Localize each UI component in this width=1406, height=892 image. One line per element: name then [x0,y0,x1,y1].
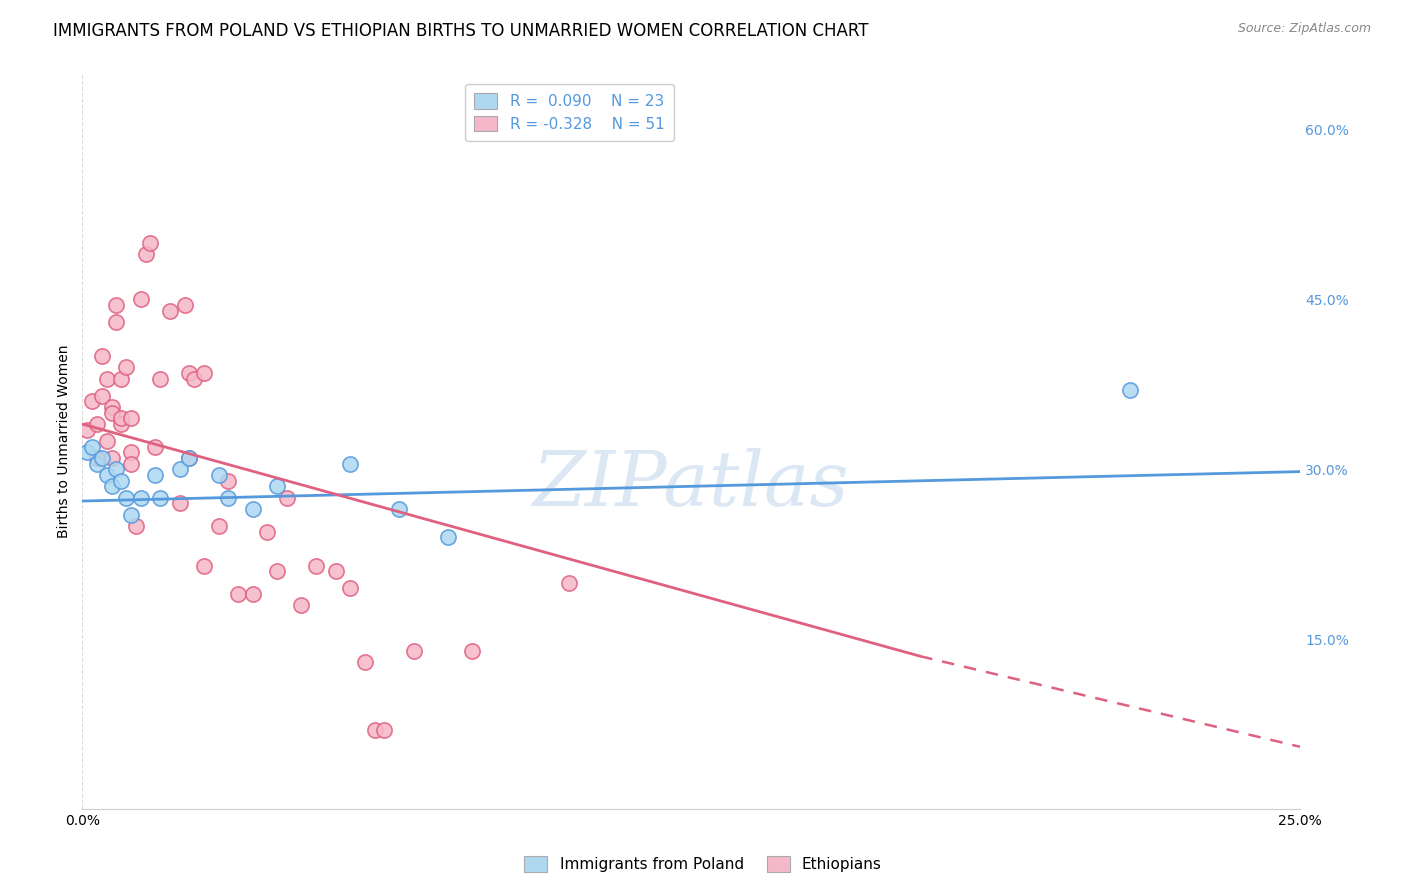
Point [558,575,581,590]
Point [169,496,191,510]
Point [96,468,118,483]
Legend: R =  0.090    N = 23, R = -0.328    N = 51: R = 0.090 N = 23, R = -0.328 N = 51 [465,85,673,141]
Point [120,445,142,459]
Point [100,479,122,493]
Point [305,558,328,573]
Point [373,723,395,737]
Point [290,599,312,613]
Point [120,411,142,425]
Point [105,462,128,476]
Point [226,587,249,601]
Point [256,524,278,539]
Point [169,462,191,476]
Text: Source: ZipAtlas.com: Source: ZipAtlas.com [1237,22,1371,36]
Point [179,450,201,465]
Point [363,723,385,737]
Text: ZIPatlas: ZIPatlas [533,448,849,522]
Point [193,366,215,380]
Point [173,298,195,312]
Point [436,530,458,544]
Point [242,587,264,601]
Point [135,247,157,261]
Point [76,423,98,437]
Point [149,491,172,505]
Point [208,468,231,483]
Point [325,564,347,578]
Point [129,491,152,505]
Point [120,508,142,522]
Point [100,450,122,465]
Point [105,298,128,312]
Legend: Immigrants from Poland, Ethiopians: Immigrants from Poland, Ethiopians [517,848,889,880]
Point [208,519,231,533]
Point [339,457,361,471]
Point [86,457,108,471]
Point [159,303,181,318]
Point [110,417,132,431]
Point [110,474,132,488]
Point [100,400,122,414]
Point [80,394,103,409]
Point [388,502,411,516]
Point [110,372,132,386]
Point [129,293,152,307]
Point [149,372,172,386]
Point [86,417,108,431]
Point [76,445,98,459]
Point [139,235,162,250]
Point [266,564,288,578]
Point [1118,383,1140,397]
Point [266,479,288,493]
Point [120,457,142,471]
Point [353,655,375,669]
Point [100,406,122,420]
Point [217,474,239,488]
Point [242,502,264,516]
Point [179,366,201,380]
Point [179,450,201,465]
Point [90,349,112,363]
Point [86,450,108,465]
Point [183,372,205,386]
Point [461,643,484,657]
Point [105,315,128,329]
Point [110,411,132,425]
Point [339,581,361,595]
Point [115,360,138,375]
Point [143,468,166,483]
Point [90,450,112,465]
Point [143,440,166,454]
Point [80,440,103,454]
Point [193,558,215,573]
Point [276,491,298,505]
Point [115,491,138,505]
Point [96,372,118,386]
Point [90,389,112,403]
Point [402,643,425,657]
Text: IMMIGRANTS FROM POLAND VS ETHIOPIAN BIRTHS TO UNMARRIED WOMEN CORRELATION CHART: IMMIGRANTS FROM POLAND VS ETHIOPIAN BIRT… [53,22,869,40]
Point [96,434,118,448]
Point [125,519,148,533]
Point [217,491,239,505]
Y-axis label: Births to Unmarried Women: Births to Unmarried Women [58,344,72,538]
